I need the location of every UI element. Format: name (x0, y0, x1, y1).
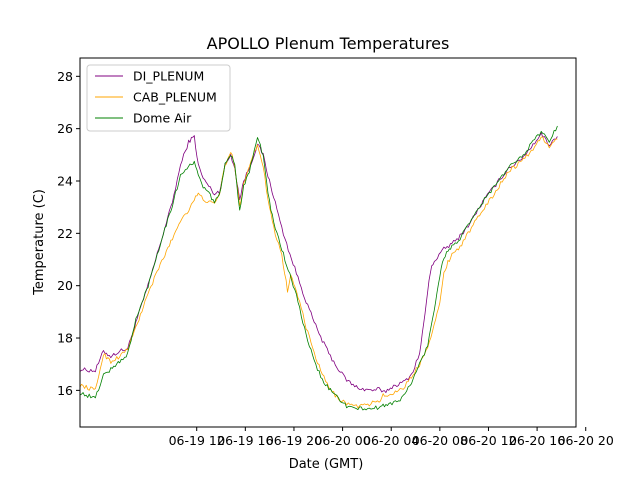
series-line-dome-air (80, 125, 558, 411)
y-axis-ticks: 16 18 20 22 24 26 28 (57, 69, 80, 398)
legend-label: Dome Air (133, 111, 192, 126)
plot-frame (79, 57, 577, 428)
y-tick-label: 22 (57, 226, 73, 241)
x-tick-label: 06-20 20 (558, 433, 614, 448)
chart-title: APOLLO Plenum Temperatures (207, 34, 450, 53)
x-axis-label: Date (GMT) (289, 457, 364, 472)
y-tick-label: 28 (57, 69, 73, 84)
legend-label: CAB_PLENUM (133, 90, 217, 105)
legend: DI_PLENUM CAB_PLENUM Dome Air (86, 64, 231, 132)
legend-box (86, 64, 231, 132)
x-tick-label: 06-20 16 (509, 433, 565, 448)
series-line-cab-plenum (80, 136, 558, 409)
x-tick-label: 06-20 12 (460, 433, 516, 448)
x-tick-label: 06-19 20 (266, 433, 322, 448)
x-tick-label: 06-20 00 (314, 433, 370, 448)
y-tick-label: 18 (57, 331, 73, 346)
x-tick-label: 06-19 12 (169, 433, 225, 448)
y-tick-label: 24 (57, 174, 73, 189)
y-tick-label: 20 (57, 278, 73, 293)
y-tick-label: 16 (57, 383, 73, 398)
legend-label: DI_PLENUM (133, 69, 204, 84)
y-tick-label: 26 (57, 121, 73, 136)
x-tick-label: 06-20 04 (363, 433, 419, 448)
x-tick-label: 06-20 08 (412, 433, 468, 448)
x-tick-label: 06-19 16 (217, 433, 273, 448)
series-layer (80, 125, 558, 411)
y-axis-label: Temperature (C) (32, 189, 47, 296)
